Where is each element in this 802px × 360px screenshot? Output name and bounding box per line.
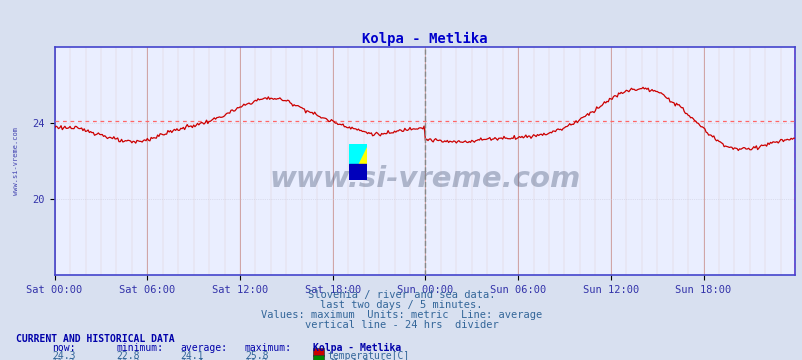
Text: maximum:: maximum: — [245, 343, 292, 354]
Text: vertical line - 24 hrs  divider: vertical line - 24 hrs divider — [304, 320, 498, 330]
Text: 24.3: 24.3 — [52, 351, 75, 360]
Text: CURRENT AND HISTORICAL DATA: CURRENT AND HISTORICAL DATA — [16, 334, 175, 344]
Text: Slovenia / river and sea data.: Slovenia / river and sea data. — [307, 290, 495, 300]
Text: Kolpa - Metlika: Kolpa - Metlika — [313, 343, 401, 354]
Text: 24.1: 24.1 — [180, 351, 204, 360]
Polygon shape — [349, 164, 367, 180]
Text: average:: average: — [180, 343, 228, 354]
Text: 11.2: 11.2 — [116, 358, 140, 360]
Polygon shape — [349, 144, 367, 180]
Text: Values: maximum  Units: metric  Line: average: Values: maximum Units: metric Line: aver… — [261, 310, 541, 320]
Text: now:: now: — [52, 343, 75, 354]
Text: last two days / 5 minutes.: last two days / 5 minutes. — [320, 300, 482, 310]
Text: flow[m3/s]: flow[m3/s] — [327, 358, 386, 360]
Text: www.si-vreme.com: www.si-vreme.com — [269, 165, 580, 193]
Text: 25.8: 25.8 — [245, 351, 268, 360]
Text: 14.2: 14.2 — [245, 358, 268, 360]
Title: Kolpa - Metlika: Kolpa - Metlika — [362, 31, 487, 46]
Polygon shape — [349, 144, 367, 180]
Text: www.si-vreme.com: www.si-vreme.com — [13, 127, 19, 195]
Text: 22.8: 22.8 — [116, 351, 140, 360]
Text: minimum:: minimum: — [116, 343, 164, 354]
Text: 11.2: 11.2 — [52, 358, 75, 360]
Text: temperature[C]: temperature[C] — [327, 351, 409, 360]
Text: 12.4: 12.4 — [180, 358, 204, 360]
